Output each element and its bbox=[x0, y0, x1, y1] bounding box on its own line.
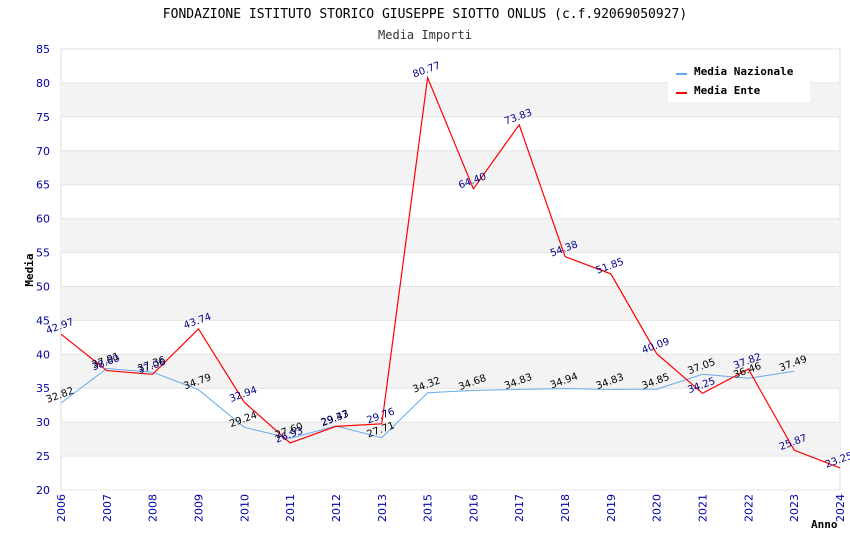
x-axis-label: Anno bbox=[811, 518, 838, 531]
y-tick-label: 45 bbox=[36, 314, 50, 327]
legend-box bbox=[668, 60, 810, 102]
x-axis-ticks: 2006 2007 2008 2009 2010 2011 2012 2013 2015 2016… bbox=[55, 494, 847, 522]
grid-band bbox=[61, 150, 840, 185]
y-tick-label: 25 bbox=[36, 450, 50, 463]
grid-band bbox=[61, 218, 840, 253]
series-line-media-ente bbox=[60, 75, 841, 469]
y-tick-label: 60 bbox=[36, 213, 50, 226]
x-tick-label: 2012 bbox=[330, 494, 343, 522]
y-tick-label: 65 bbox=[36, 179, 50, 192]
legend-label: Media Ente bbox=[694, 84, 761, 97]
x-tick-label: 2021 bbox=[697, 494, 710, 522]
x-tick-label: 2022 bbox=[742, 494, 755, 522]
grid-band bbox=[61, 286, 840, 321]
y-tick-label: 40 bbox=[36, 348, 50, 361]
legend: Media Nazionale Media Ente bbox=[668, 60, 810, 102]
grid-band bbox=[61, 354, 840, 389]
x-tick-label: 2019 bbox=[605, 494, 618, 522]
y-tick-label: 50 bbox=[36, 280, 50, 293]
plot-area bbox=[60, 48, 841, 491]
series-lines bbox=[60, 75, 841, 469]
x-tick-label: 2011 bbox=[284, 494, 297, 522]
y-tick-label: 80 bbox=[36, 77, 50, 90]
y-tick-label: 85 bbox=[36, 43, 50, 56]
x-tick-label: 2015 bbox=[422, 494, 435, 522]
x-tick-label: 2008 bbox=[147, 494, 160, 522]
y-tick-label: 55 bbox=[36, 247, 50, 260]
x-tick-label: 2024 bbox=[834, 494, 847, 522]
chart-title: FONDAZIONE ISTITUTO STORICO GIUSEPPE SIO… bbox=[163, 7, 687, 22]
y-axis-ticks: 20 25 30 35 40 45 50 55 60 65 70 75 80 85 bbox=[36, 43, 50, 497]
x-tick-label: 2017 bbox=[513, 494, 526, 522]
x-tick-label: 2016 bbox=[467, 494, 480, 522]
x-tick-label: 2023 bbox=[788, 494, 801, 522]
x-tick-label: 2013 bbox=[376, 494, 389, 522]
grid-bands bbox=[60, 48, 841, 491]
y-tick-label: 75 bbox=[36, 111, 50, 124]
x-tick-label: 2020 bbox=[651, 494, 664, 522]
legend-label: Media Nazionale bbox=[694, 65, 794, 78]
y-tick-label: 70 bbox=[36, 145, 50, 158]
y-axis-label: Media bbox=[23, 253, 36, 286]
x-tick-label: 2006 bbox=[55, 494, 68, 522]
x-tick-label: 2007 bbox=[101, 494, 114, 522]
grid-band bbox=[61, 422, 840, 457]
x-tick-label: 2009 bbox=[192, 494, 205, 522]
y-tick-label: 35 bbox=[36, 382, 50, 395]
x-tick-label: 2018 bbox=[559, 494, 572, 522]
x-tick-label: 2010 bbox=[238, 494, 251, 522]
series-line-media-nazionale bbox=[60, 367, 795, 439]
chart-subtitle: Media Importi bbox=[378, 28, 472, 42]
y-tick-label: 30 bbox=[36, 416, 50, 429]
y-tick-label: 20 bbox=[36, 484, 50, 497]
